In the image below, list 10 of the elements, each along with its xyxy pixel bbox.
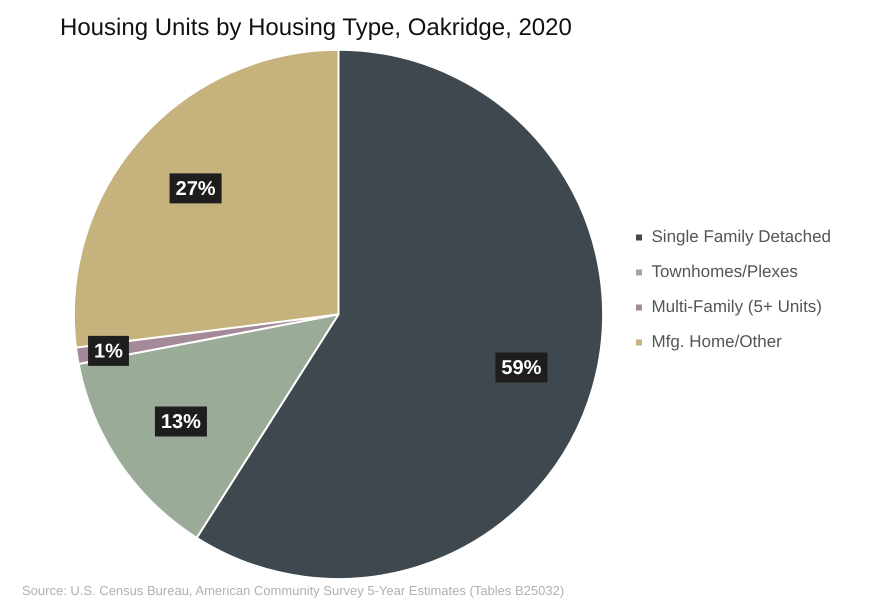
data-label: 27% bbox=[176, 178, 216, 200]
legend-label: Multi-Family (5+ Units) bbox=[651, 297, 822, 316]
data-label: 59% bbox=[501, 357, 542, 380]
legend-label: Single Family Detached bbox=[651, 227, 831, 246]
chart-title: Housing Units by Housing Type, Oakridge, 2020 bbox=[60, 14, 572, 42]
data-label: 1% bbox=[94, 340, 124, 362]
legend-label: Mfg. Home/Other bbox=[651, 332, 782, 352]
source-note: Source: U.S. Census Bureau, American Community Survey 5-Year Estimates (Tables B25032) bbox=[22, 583, 564, 598]
legend-label: Townhomes/Plexes bbox=[651, 262, 798, 282]
data-label: 13% bbox=[160, 411, 202, 433]
